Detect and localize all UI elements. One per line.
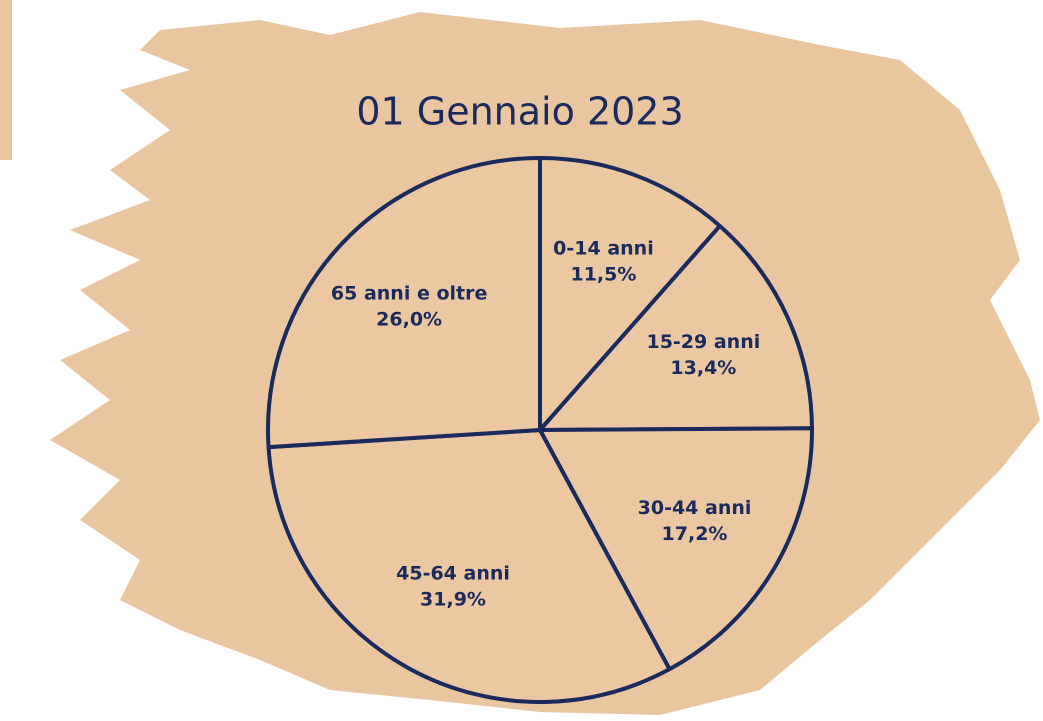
side-strip [0, 0, 12, 160]
slice-category-label: 30-44 anni [638, 497, 752, 519]
chart: 01 Gennaio 2023 0-14 anni 11,5% 15-29 anni… [0, 0, 1043, 721]
slice-category-label: 15-29 anni [646, 331, 760, 353]
slice-value-label: 31,9% [420, 589, 486, 611]
chart-title: 01 Gennaio 2023 [356, 90, 683, 134]
slice-value-label: 13,4% [670, 357, 736, 379]
slice-category-label: 0-14 anni [553, 238, 654, 260]
slice-value-label: 11,5% [570, 264, 636, 286]
slice-value-label: 26,0% [376, 309, 442, 331]
slice-category-label: 45-64 anni [396, 563, 510, 585]
slice-category-label: 65 anni e oltre [331, 283, 487, 305]
slice-value-label: 17,2% [662, 523, 728, 545]
